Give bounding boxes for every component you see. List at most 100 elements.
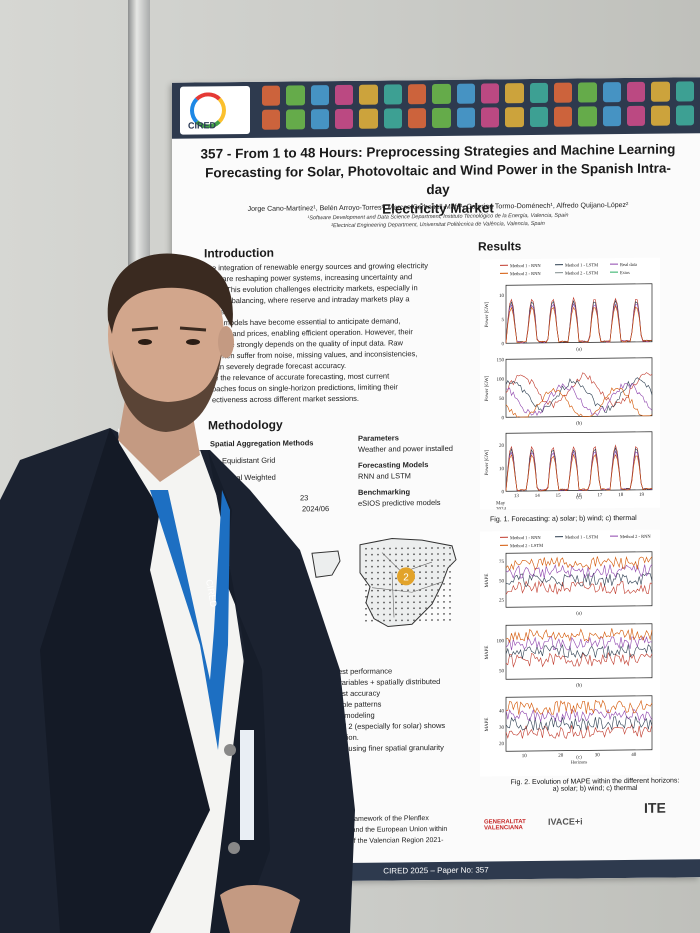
x-axis-year: 2024 xyxy=(496,507,506,509)
fig2-svg: Method 1 - RNN Method 1 - LSTM Method 2 - … xyxy=(485,534,653,765)
poster-banner: CIRED xyxy=(172,77,700,139)
legend-entry: Method 2 - RNN xyxy=(620,534,651,539)
legend: Method 1 - RNN Method 1 - LSTM Method 2 - … xyxy=(500,534,651,548)
sponsor-generalitat: GENERALITAT VALENCIANA xyxy=(484,819,526,832)
legend-entry: Method 1 - LSTM xyxy=(565,262,598,267)
banner-pictogram-icon xyxy=(310,85,329,106)
y-axis-label: MAPE xyxy=(485,645,490,659)
ack-line-2: e of the Valencian Region 2021- xyxy=(344,836,444,845)
series-line xyxy=(505,644,653,659)
banner-pictogram-icon xyxy=(529,106,548,128)
banner-pictogram-icon xyxy=(627,105,646,126)
map-badge: 2 xyxy=(403,572,409,583)
fig1-caption: Fig. 1. Forecasting: a) solar; b) wind; … xyxy=(490,514,637,524)
y-tick-label: 20 xyxy=(499,742,504,747)
x-tick-label: 20 xyxy=(558,754,563,759)
banner-pictogram-icon xyxy=(286,109,305,130)
legend-entry: Method 2 - RNN xyxy=(510,271,541,276)
banner-pictogram-icon xyxy=(408,84,427,105)
series-line xyxy=(505,304,653,343)
series-line xyxy=(505,572,653,588)
series-line xyxy=(505,708,653,723)
sponsor-ite: ITE xyxy=(644,799,666,816)
x-tick-label: 10 xyxy=(522,754,527,759)
fig1-chart: Method 1 - RNN Method 1 - LSTM Real data Me… xyxy=(480,257,660,510)
banner-pictogram-icon xyxy=(310,109,329,130)
x-tick-label: 17 xyxy=(597,493,602,498)
series-line xyxy=(505,450,653,492)
banner-pictogram-icon xyxy=(505,107,524,128)
x-axis-month: May xyxy=(496,501,506,506)
title-line-2: Forecasting for Solar, Photovoltaic and … xyxy=(205,160,671,198)
y-axis-label: Power [GW] xyxy=(485,301,490,327)
x-tick-label: 18 xyxy=(618,493,623,498)
y-tick-label: 0 xyxy=(502,490,505,495)
cired-logo: CIRED xyxy=(180,85,250,135)
chart-frame xyxy=(505,623,653,680)
banner-pictogram-icon xyxy=(578,106,597,127)
fig1-svg: Method 1 - RNN Method 1 - LSTM Real data Me… xyxy=(485,262,653,510)
legend-entry: Esios xyxy=(620,270,630,275)
parameters-text: Weather and power installed xyxy=(358,443,453,454)
y-tick-label: 10 xyxy=(499,294,504,299)
banner-pictogram-icon xyxy=(456,83,475,104)
chart-frame xyxy=(505,431,653,492)
chart-frame xyxy=(505,283,653,344)
x-tick-label: 13 xyxy=(514,494,519,499)
legend-entry: Method 1 - LSTM xyxy=(565,534,598,539)
x-tick-label: 14 xyxy=(535,494,540,499)
y-tick-label: 75 xyxy=(499,560,504,565)
banner-pictogram-icon xyxy=(383,108,402,129)
series-line xyxy=(505,302,653,344)
x-tick-label: 15 xyxy=(556,494,561,499)
banner-pictogram-icon xyxy=(286,85,305,106)
y-axis-label: Power [GW] xyxy=(485,375,490,401)
series-line xyxy=(505,453,653,492)
x-tick-label: 40 xyxy=(631,753,636,758)
y-axis-label: MAPE xyxy=(485,717,490,731)
panel-label: (b) xyxy=(576,683,582,688)
series-line xyxy=(505,387,653,418)
chart-frame xyxy=(505,551,653,608)
legend-entry: Real data xyxy=(620,262,637,267)
series-line xyxy=(505,372,653,409)
y-tick-label: 50 xyxy=(499,579,504,584)
banner-pictogram-icon xyxy=(432,107,451,129)
series-line xyxy=(505,446,653,492)
panel-label: (b) xyxy=(576,421,582,426)
banner-pictogram-icon xyxy=(359,108,378,129)
y-axis-label: MAPE xyxy=(485,573,490,587)
y-tick-label: 0 xyxy=(502,416,505,421)
y-axis-label: Power [GW] xyxy=(485,449,490,475)
presenter-person: CIRED xyxy=(0,253,355,933)
y-tick-label: 5 xyxy=(502,318,505,323)
banner-pictogram-icon xyxy=(383,84,402,105)
y-tick-label: 50 xyxy=(499,397,504,402)
panel-label: (a) xyxy=(576,611,582,616)
legend-entry: Method 2 - LSTM xyxy=(510,543,543,548)
banner-pictogram-icon xyxy=(335,108,354,130)
chart-frame xyxy=(505,695,653,752)
spain-map-icon: 2 xyxy=(359,537,457,628)
series-line xyxy=(505,628,653,644)
series-line xyxy=(505,296,653,344)
poster: CIRED 357 - From 1 to 48 Hours: Preproce… xyxy=(172,77,700,883)
series-line xyxy=(505,556,653,572)
y-tick-label: 150 xyxy=(497,358,505,363)
x-axis-label: Horizons xyxy=(571,759,588,764)
banner-pictogram-icon xyxy=(675,81,694,102)
banner-pictogram-icon xyxy=(481,107,500,128)
legend: Method 1 - RNN Method 1 - LSTM Real data Me… xyxy=(500,262,637,276)
y-tick-label: 40 xyxy=(499,709,504,714)
banner-pictogram-icon xyxy=(408,108,427,129)
series-line xyxy=(505,715,653,731)
banner-pictogram-icon xyxy=(432,83,451,105)
banner-pictogram-icon xyxy=(651,105,670,126)
banner-pictogram-icon xyxy=(505,83,524,104)
banner-pictogram-icon xyxy=(456,107,475,128)
banner-pictogram-icon xyxy=(627,81,646,102)
y-tick-label: 100 xyxy=(497,639,505,644)
legend-entry: Method 1 - RNN xyxy=(510,263,541,268)
series-line xyxy=(505,635,653,651)
fig2-caption: Fig. 2. Evolution of MAPE within the dif… xyxy=(490,777,700,793)
